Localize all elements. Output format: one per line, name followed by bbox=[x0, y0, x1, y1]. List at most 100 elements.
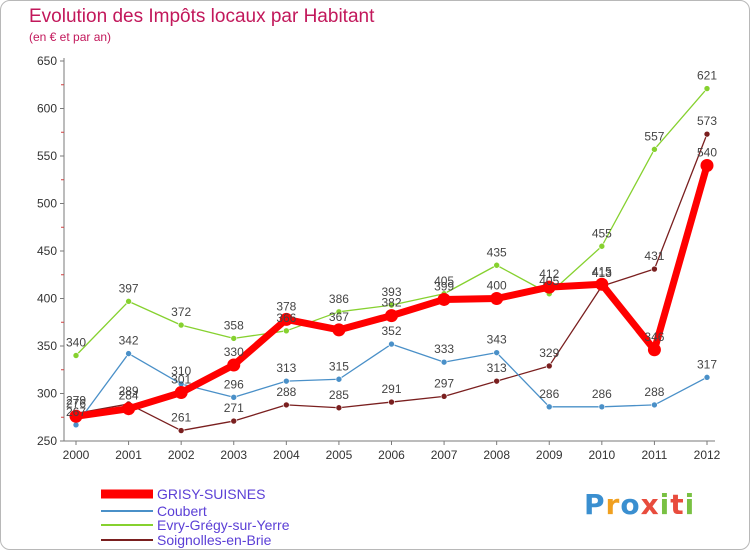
data-point bbox=[125, 350, 132, 357]
x-tick-label: 2012 bbox=[694, 448, 721, 462]
x-tick-label: 2006 bbox=[378, 448, 405, 462]
proxiti-logo: Proxiti bbox=[584, 488, 695, 521]
legend-label: Coubert bbox=[157, 503, 207, 519]
data-label: 399 bbox=[434, 279, 454, 293]
data-point bbox=[125, 298, 132, 305]
data-label: 393 bbox=[381, 285, 401, 299]
y-tick-label: 300 bbox=[37, 387, 57, 401]
data-point bbox=[283, 377, 290, 385]
data-label: 405 bbox=[434, 274, 454, 288]
x-tick-label: 2007 bbox=[431, 448, 458, 462]
x-tick-label: 2003 bbox=[220, 448, 247, 462]
data-point bbox=[647, 343, 661, 357]
x-tick-label: 2004 bbox=[273, 448, 300, 462]
logo-letter: r bbox=[605, 488, 621, 521]
data-point bbox=[440, 393, 448, 400]
data-point bbox=[279, 312, 293, 326]
data-label: 415 bbox=[592, 264, 612, 278]
data-point bbox=[542, 280, 556, 294]
data-point bbox=[122, 402, 136, 416]
data-point bbox=[335, 375, 343, 383]
legend-label: Evry-Grégy-sur-Yerre bbox=[157, 517, 290, 533]
data-point bbox=[335, 308, 343, 316]
data-point bbox=[703, 85, 711, 92]
data-label: 267 bbox=[66, 405, 86, 419]
data-point bbox=[651, 265, 658, 273]
data-label: 310 bbox=[171, 364, 191, 378]
logo-letter: x bbox=[640, 488, 660, 521]
x-tick-label: 2011 bbox=[642, 448, 668, 462]
data-point bbox=[545, 403, 553, 411]
data-label: 413 bbox=[592, 266, 612, 280]
data-point bbox=[703, 374, 711, 381]
data-label: 333 bbox=[434, 342, 454, 356]
data-label: 288 bbox=[276, 385, 296, 399]
data-point bbox=[598, 242, 606, 250]
data-point bbox=[703, 130, 711, 138]
data-point bbox=[230, 335, 238, 342]
x-tick-label: 2008 bbox=[483, 448, 510, 462]
data-point bbox=[174, 386, 188, 400]
y-tick-label: 500 bbox=[37, 197, 57, 211]
x-tick-label: 2001 bbox=[115, 448, 142, 462]
data-point bbox=[335, 404, 343, 412]
data-point bbox=[595, 277, 609, 291]
data-label: 315 bbox=[329, 359, 349, 373]
data-label: 340 bbox=[66, 336, 86, 350]
y-tick-label: 550 bbox=[37, 149, 57, 163]
y-tick-label: 350 bbox=[37, 339, 57, 353]
data-label: 386 bbox=[329, 292, 349, 306]
data-point bbox=[493, 349, 500, 356]
data-point bbox=[388, 301, 395, 309]
data-label: 540 bbox=[697, 146, 717, 160]
x-tick-label: 2000 bbox=[63, 448, 90, 462]
data-point bbox=[490, 292, 504, 305]
legend-label: GRISY-SUISNES bbox=[157, 486, 265, 502]
data-label: 366 bbox=[276, 311, 296, 325]
data-point bbox=[72, 352, 80, 359]
data-label: 271 bbox=[224, 401, 244, 415]
data-label: 372 bbox=[171, 305, 191, 319]
y-tick-label: 600 bbox=[37, 102, 57, 116]
data-label: 317 bbox=[697, 357, 717, 371]
data-label: 405 bbox=[539, 274, 559, 288]
data-label: 455 bbox=[592, 226, 612, 240]
data-point bbox=[493, 377, 500, 385]
data-point bbox=[332, 323, 346, 337]
logo-letter: t bbox=[670, 488, 685, 521]
logo-letter: o bbox=[620, 488, 641, 521]
data-point bbox=[230, 417, 238, 425]
data-label: 301 bbox=[171, 373, 191, 387]
data-label: 352 bbox=[381, 324, 401, 338]
data-point bbox=[651, 401, 658, 409]
y-tick-label: 650 bbox=[37, 54, 57, 68]
y-tick-label: 450 bbox=[37, 244, 57, 258]
data-point bbox=[598, 403, 606, 411]
data-point bbox=[388, 398, 395, 406]
data-label: 557 bbox=[644, 129, 664, 143]
data-point bbox=[177, 427, 185, 434]
x-tick-label: 2010 bbox=[588, 448, 615, 462]
data-label: 313 bbox=[276, 361, 296, 375]
logo-letter: P bbox=[584, 488, 606, 521]
logo-letter: i bbox=[684, 488, 696, 521]
data-label: 286 bbox=[539, 387, 559, 401]
data-point bbox=[700, 159, 714, 172]
data-label: 288 bbox=[644, 385, 664, 399]
data-label: 284 bbox=[119, 389, 139, 403]
data-label: 297 bbox=[434, 376, 454, 390]
data-label: 330 bbox=[224, 345, 244, 359]
data-point bbox=[388, 340, 395, 348]
data-label: 276 bbox=[66, 396, 86, 410]
data-point bbox=[283, 401, 290, 409]
x-tick-label: 2009 bbox=[536, 448, 563, 462]
logo-letter: i bbox=[659, 488, 671, 521]
data-point bbox=[385, 309, 398, 323]
data-label: 358 bbox=[224, 318, 244, 332]
data-label: 382 bbox=[381, 296, 401, 310]
data-label: 285 bbox=[329, 388, 349, 402]
data-label: 329 bbox=[539, 346, 559, 360]
data-point bbox=[440, 358, 448, 366]
